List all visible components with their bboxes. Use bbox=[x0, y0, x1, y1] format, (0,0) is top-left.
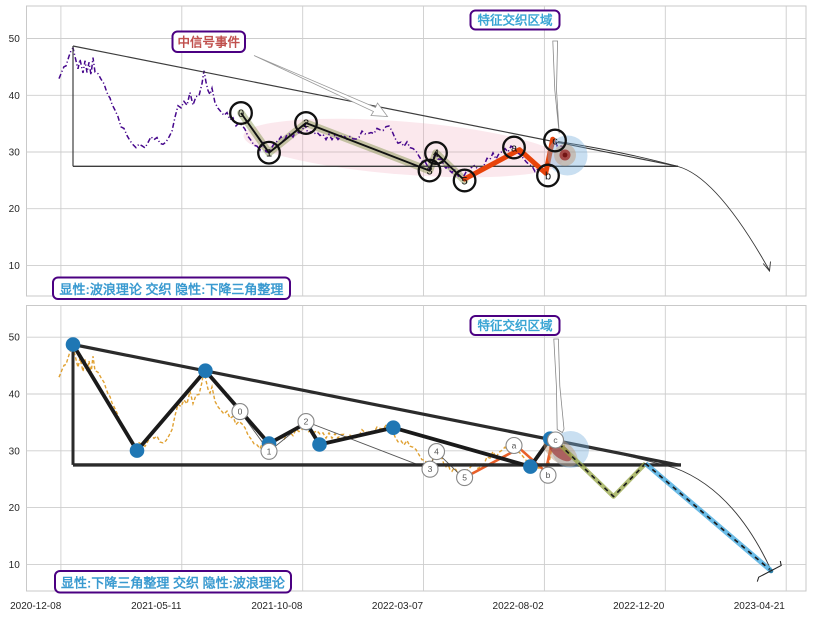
svg-text:20: 20 bbox=[9, 503, 21, 514]
svg-text:4: 4 bbox=[433, 148, 439, 160]
svg-text:2021-05-11: 2021-05-11 bbox=[131, 601, 182, 612]
svg-text:b: b bbox=[545, 171, 551, 183]
svg-text:1: 1 bbox=[266, 148, 272, 160]
svg-text:40: 40 bbox=[9, 91, 21, 102]
svg-text:中信号事件: 中信号事件 bbox=[178, 35, 241, 50]
svg-text:2022-03-07: 2022-03-07 bbox=[372, 601, 424, 612]
svg-text:a: a bbox=[512, 441, 517, 451]
svg-text:10: 10 bbox=[9, 560, 21, 571]
svg-text:5: 5 bbox=[462, 176, 468, 188]
svg-text:2022-12-20: 2022-12-20 bbox=[613, 601, 665, 612]
svg-text:4: 4 bbox=[434, 447, 439, 457]
svg-text:c: c bbox=[552, 136, 558, 148]
svg-text:10: 10 bbox=[9, 261, 21, 272]
svg-text:1: 1 bbox=[267, 446, 272, 456]
svg-text:特征交织区域: 特征交织区域 bbox=[477, 318, 553, 333]
svg-text:30: 30 bbox=[9, 446, 21, 457]
svg-text:特征交织区域: 特征交织区域 bbox=[477, 13, 553, 28]
svg-text:显性:下降三角整理 交织 隐性:波浪理论: 显性:下降三角整理 交织 隐性:波浪理论 bbox=[61, 575, 286, 590]
svg-text:2: 2 bbox=[304, 417, 309, 427]
svg-text:a: a bbox=[511, 143, 518, 155]
svg-text:2022-08-02: 2022-08-02 bbox=[493, 601, 545, 612]
svg-text:0: 0 bbox=[238, 108, 244, 120]
svg-text:20: 20 bbox=[9, 204, 21, 215]
svg-text:3: 3 bbox=[426, 166, 432, 178]
svg-text:b: b bbox=[546, 470, 551, 480]
svg-text:5: 5 bbox=[462, 473, 467, 483]
svg-text:显性:波浪理论 交织 隐性:下降三角整理: 显性:波浪理论 交织 隐性:下降三角整理 bbox=[60, 282, 284, 297]
svg-text:2023-04-21: 2023-04-21 bbox=[734, 601, 786, 612]
svg-text:30: 30 bbox=[9, 148, 21, 159]
svg-text:c: c bbox=[553, 435, 558, 445]
svg-text:50: 50 bbox=[9, 34, 21, 45]
svg-text:0: 0 bbox=[238, 407, 243, 417]
svg-text:50: 50 bbox=[9, 333, 21, 344]
svg-text:2: 2 bbox=[303, 118, 309, 130]
svg-text:3: 3 bbox=[428, 464, 433, 474]
svg-text:2021-10-08: 2021-10-08 bbox=[251, 601, 303, 612]
svg-text:40: 40 bbox=[9, 390, 21, 401]
svg-text:2020-12-08: 2020-12-08 bbox=[10, 601, 62, 612]
